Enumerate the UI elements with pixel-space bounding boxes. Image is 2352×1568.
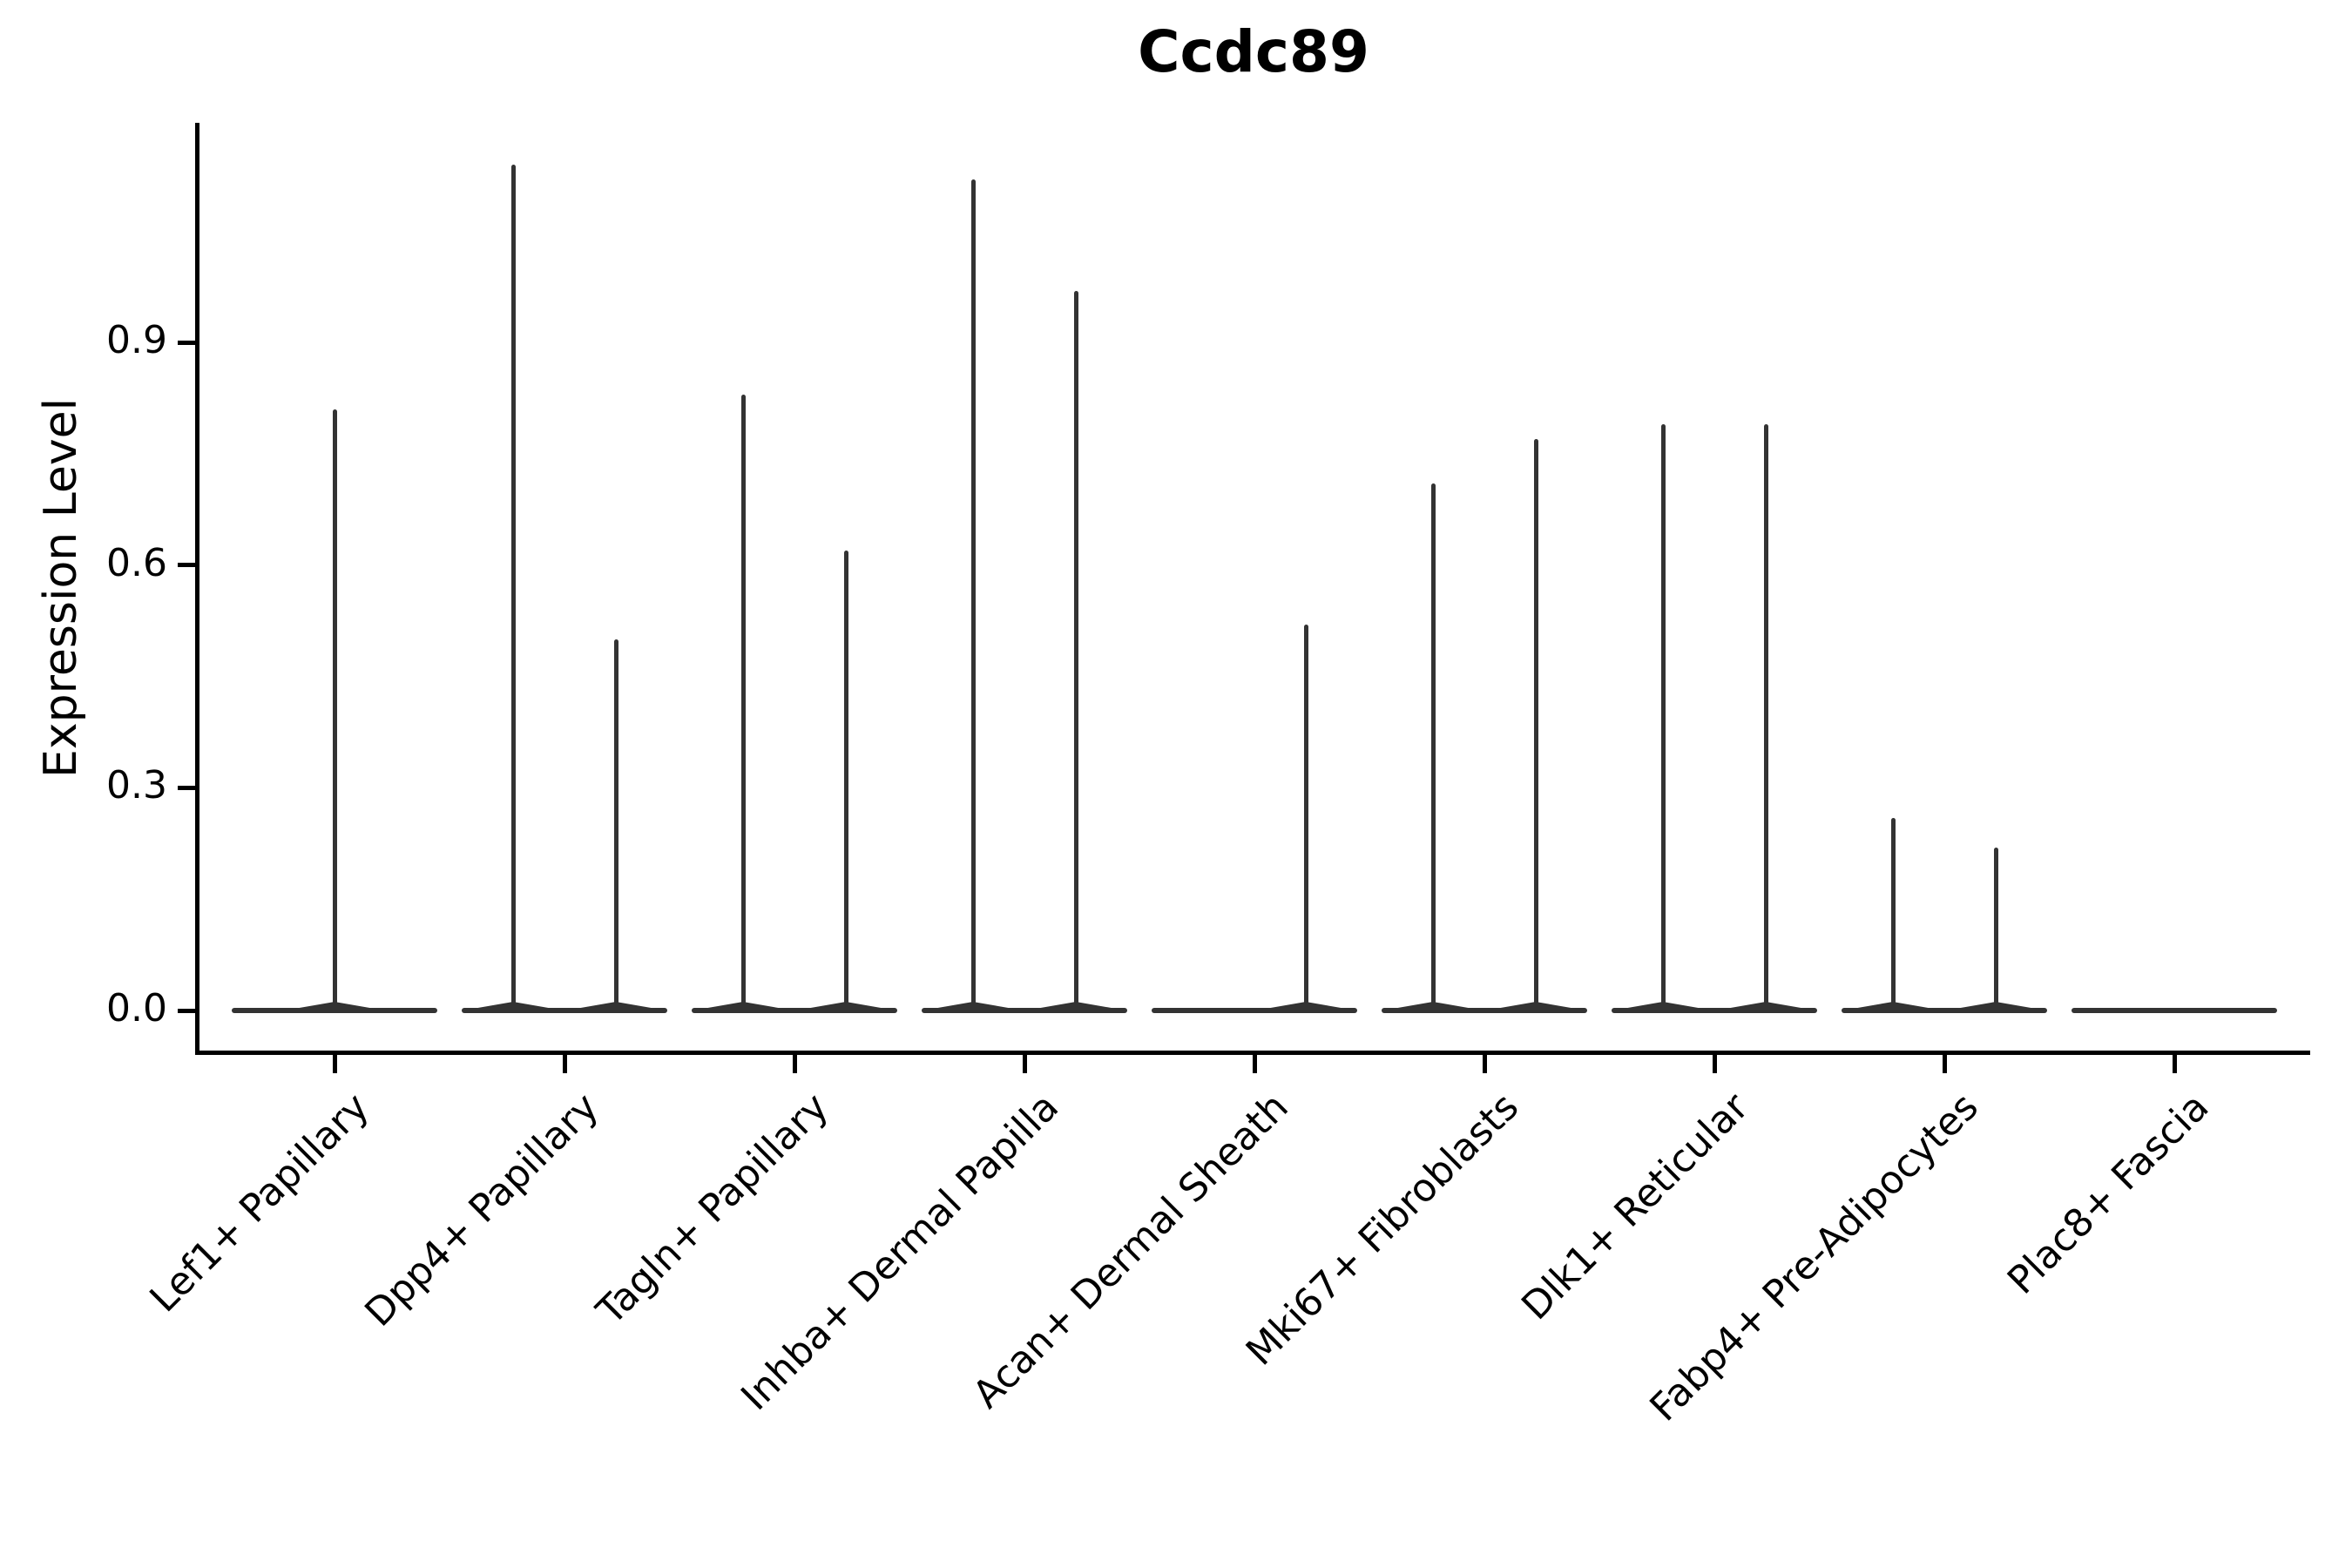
violin-spike	[1303, 625, 1308, 1010]
violin-spike	[1430, 483, 1436, 1010]
x-axis-tick	[792, 1055, 797, 1073]
violin-spike	[970, 179, 976, 1010]
x-tick-label: Lef1+ Papillary	[141, 1085, 378, 1321]
violin-baseline	[2072, 1008, 2277, 1013]
violin-spike	[1533, 439, 1538, 1010]
y-tick-label: 0.0	[106, 986, 167, 1031]
violin-spike	[613, 639, 618, 1010]
y-axis-spine	[195, 123, 199, 1055]
violin-spike	[740, 395, 746, 1010]
x-axis-tick	[1252, 1055, 1257, 1073]
x-tick-label: Dlk1+ Reticular	[1513, 1085, 1758, 1329]
violin-spike	[1073, 290, 1078, 1010]
x-tick-label: Dpp4+ Papillary	[356, 1085, 608, 1335]
violin-spike	[332, 409, 337, 1010]
x-axis-tick	[2172, 1055, 2177, 1073]
x-axis-tick	[562, 1055, 567, 1073]
y-axis-tick	[178, 785, 195, 790]
y-axis-label: Expression Level	[35, 397, 87, 779]
violin-spike	[1993, 847, 1998, 1010]
violin-spike	[510, 165, 516, 1010]
violin-baseline	[692, 1008, 897, 1013]
violin-spike	[843, 550, 848, 1010]
x-axis-tick	[1482, 1055, 1487, 1073]
violin-baseline	[922, 1008, 1127, 1013]
violin-baseline	[1382, 1008, 1587, 1013]
violin-spike	[1660, 424, 1666, 1010]
y-axis-tick	[178, 563, 195, 568]
chart-title: Ccdc89	[1138, 18, 1369, 85]
violin-baseline	[1612, 1008, 1817, 1013]
x-axis-tick	[332, 1055, 337, 1073]
x-tick-label: Tagln+ Papillary	[588, 1085, 838, 1334]
y-tick-label: 0.3	[106, 763, 167, 808]
violin-baseline	[1842, 1008, 2047, 1013]
violin-spike	[1763, 424, 1768, 1010]
x-axis-tick	[1022, 1055, 1027, 1073]
x-axis-spine	[195, 1051, 2310, 1055]
violin-spike	[1890, 817, 1896, 1010]
violin-baseline	[1152, 1008, 1357, 1013]
x-axis-tick	[1712, 1055, 1717, 1073]
violin-baseline	[232, 1008, 437, 1013]
x-axis-tick	[1942, 1055, 1947, 1073]
violin-baseline	[462, 1008, 667, 1013]
y-axis-tick	[178, 1008, 195, 1013]
y-axis-tick	[178, 340, 195, 345]
y-tick-label: 0.9	[106, 318, 167, 363]
y-tick-label: 0.6	[106, 541, 167, 586]
x-tick-label: Plac8+ Fascia	[1998, 1085, 2218, 1303]
